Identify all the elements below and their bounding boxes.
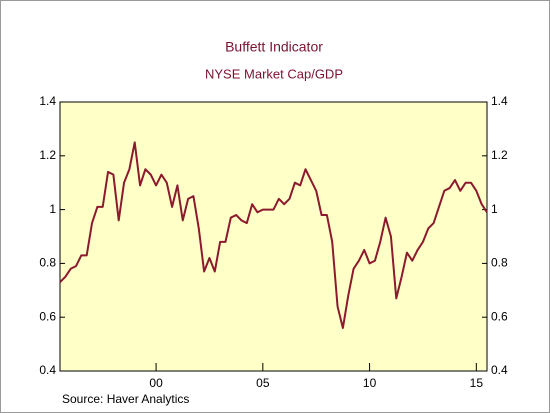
chart-subtitle: NYSE Market Cap/GDP bbox=[205, 66, 343, 81]
y-tick-label: 1.4 bbox=[39, 94, 56, 108]
x-tick-label: 05 bbox=[256, 376, 270, 390]
y-tick-label: 1 bbox=[49, 202, 56, 216]
y2-tick-label: 1.2 bbox=[491, 148, 508, 162]
x-tick-label: 15 bbox=[470, 376, 484, 390]
y2-tick-label: 1.4 bbox=[491, 94, 508, 108]
plot-area bbox=[59, 101, 488, 372]
source-note: Source: Haver Analytics bbox=[62, 392, 189, 406]
chart-title: Buffett Indicator bbox=[225, 39, 323, 55]
y2-tick-label: 1 bbox=[491, 202, 498, 216]
y-tick-label: 0.6 bbox=[39, 309, 56, 323]
y-tick-label: 0.8 bbox=[39, 256, 56, 270]
x-tick-label: 00 bbox=[149, 376, 163, 390]
y2-tick-label: 0.6 bbox=[491, 309, 508, 323]
y2-tick-label: 0.4 bbox=[491, 363, 508, 377]
x-tick-label: 10 bbox=[363, 376, 377, 390]
y2-tick-label: 0.8 bbox=[491, 256, 508, 270]
y-tick-label: 0.4 bbox=[39, 363, 56, 377]
y-tick-label: 1.2 bbox=[39, 148, 56, 162]
data-line bbox=[59, 141, 488, 329]
